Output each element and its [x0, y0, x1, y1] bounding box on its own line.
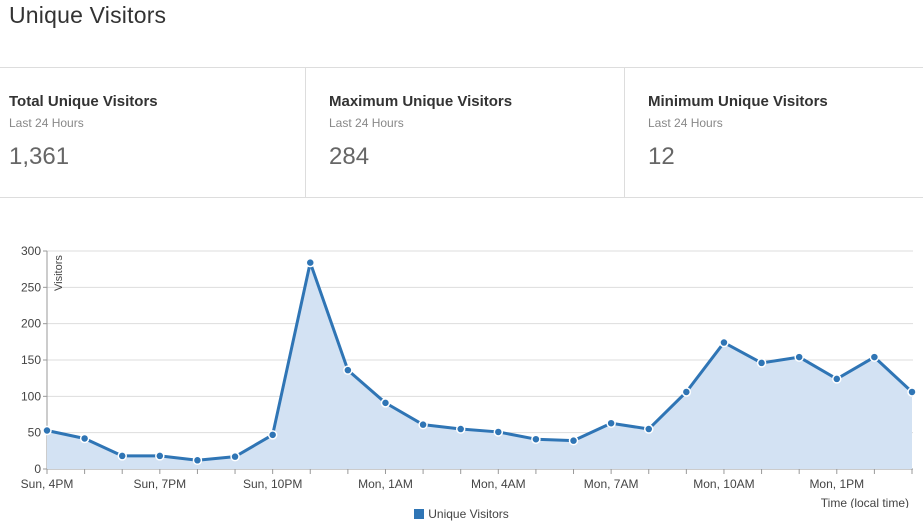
stat-title: Total Unique Visitors	[9, 93, 158, 110]
series-line	[46, 261, 914, 462]
data-point	[305, 257, 316, 268]
legend-swatch	[414, 509, 425, 519]
stat-title: Maximum Unique Visitors	[329, 93, 513, 110]
data-point	[606, 418, 616, 428]
x-tick-label: Mon, 7AM	[584, 477, 639, 491]
data-point	[719, 337, 729, 348]
stat-title: Minimum Unique Visitors	[648, 93, 828, 110]
x-tick-label: Sun, 10PM	[243, 477, 302, 491]
data-point	[267, 430, 278, 440]
stat-card-minimum: Minimum Unique Visitors Last 24 Hours 12	[624, 68, 923, 197]
data-point	[869, 352, 880, 362]
data-point	[756, 358, 767, 368]
x-tick-label: Mon, 4AM	[471, 477, 526, 491]
y-tick-label: 300	[21, 244, 41, 258]
data-point	[681, 387, 692, 397]
x-axis-label: Time (local time)	[821, 496, 909, 508]
data-point	[79, 433, 90, 444]
data-point	[907, 387, 917, 397]
data-point	[155, 451, 165, 461]
data-point	[230, 451, 240, 462]
data-point	[794, 352, 804, 362]
visitors-chart: 0 50 100 150 200 250 300 Sun, 4PM Sun, 7PM Sun, 1…	[21, 244, 917, 508]
data-point	[455, 424, 466, 434]
stat-card-maximum: Maximum Unique Visitors Last 24 Hours 28…	[305, 68, 624, 197]
data-point	[643, 424, 654, 434]
legend-label: Unique Visitors	[428, 507, 509, 521]
stat-subtitle: Last 24 Hours	[648, 116, 723, 130]
data-point	[832, 374, 842, 384]
x-tick-label: Mon, 1AM	[358, 477, 413, 491]
data-point	[117, 451, 127, 461]
y-tick-label: 0	[34, 462, 41, 476]
data-point	[380, 398, 391, 408]
y-tick-label: 50	[28, 426, 42, 440]
series-area	[47, 262, 912, 469]
stat-value: 284	[329, 143, 370, 170]
stat-card-total: Total Unique Visitors Last 24 Hours 1,36…	[0, 68, 305, 197]
chart-legend[interactable]: Unique Visitors	[0, 506, 923, 522]
x-tick-label: Mon, 1PM	[809, 477, 864, 491]
stat-value: 12	[648, 143, 675, 170]
x-tick-label: Mon, 10AM	[693, 477, 754, 491]
data-point	[493, 427, 504, 437]
page-title: Unique Visitors	[9, 2, 167, 28]
stats-row: Total Unique Visitors Last 24 Hours 1,36…	[0, 67, 923, 198]
y-tick-label: 250	[21, 280, 41, 294]
stat-subtitle: Last 24 Hours	[9, 116, 84, 130]
data-point	[568, 435, 579, 446]
data-point	[531, 434, 541, 444]
y-axis-label: Visitors	[53, 255, 65, 291]
stat-value: 1,361	[9, 143, 70, 170]
data-point	[42, 425, 52, 436]
y-tick-label: 200	[21, 317, 41, 331]
y-tick-label: 100	[21, 389, 41, 403]
data-point	[343, 365, 353, 375]
y-tick-label: 150	[21, 353, 41, 367]
data-point	[192, 455, 203, 466]
x-tick-label: Sun, 7PM	[133, 477, 186, 491]
data-point	[418, 419, 428, 430]
stat-subtitle: Last 24 Hours	[329, 116, 404, 130]
x-tick-label: Sun, 4PM	[21, 477, 74, 491]
